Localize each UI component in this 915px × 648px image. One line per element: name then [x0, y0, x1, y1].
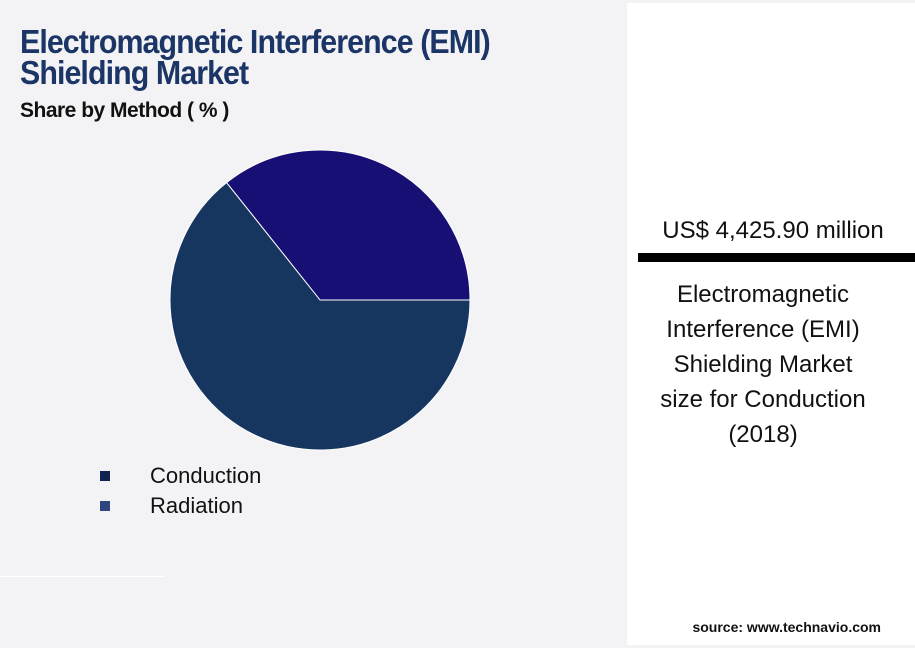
desc-line: (2018): [728, 421, 798, 448]
chart-subtitle: Share by Method ( % ): [20, 99, 229, 122]
desc-line: Electromagnetic: [676, 281, 850, 308]
legend-item-radiation: Radiation: [100, 491, 261, 521]
pie-slice-radiation: [225, 149, 471, 301]
legend-label: Radiation: [150, 493, 243, 518]
desc-line: Shielding Market: [673, 351, 853, 378]
legend-label: Conduction: [150, 463, 262, 488]
legend-swatch: [100, 471, 110, 481]
chart-title: Electromagnetic Interference (EMI) Shiel…: [20, 23, 491, 91]
callout-panel: US$ 4,425.90 million Electromagnetic Int…: [627, 3, 915, 645]
legend-swatch: [100, 501, 110, 511]
market-size-description: Electromagnetic Interference (EMI) Shiel…: [627, 277, 899, 452]
pie-slice-conduction: [169, 181, 471, 451]
pie-chart: [169, 149, 471, 451]
divider-bar: [638, 253, 915, 262]
divider: [0, 576, 165, 577]
source-text: source: www.technavio.com: [692, 619, 881, 635]
legend: Conduction Radiation: [100, 461, 261, 521]
market-size-value: US$ 4,425.90 million: [662, 217, 884, 244]
legend-item-conduction: Conduction: [100, 461, 261, 491]
desc-line: Interference (EMI): [666, 316, 860, 343]
desc-line: size for Conduction: [660, 386, 866, 413]
